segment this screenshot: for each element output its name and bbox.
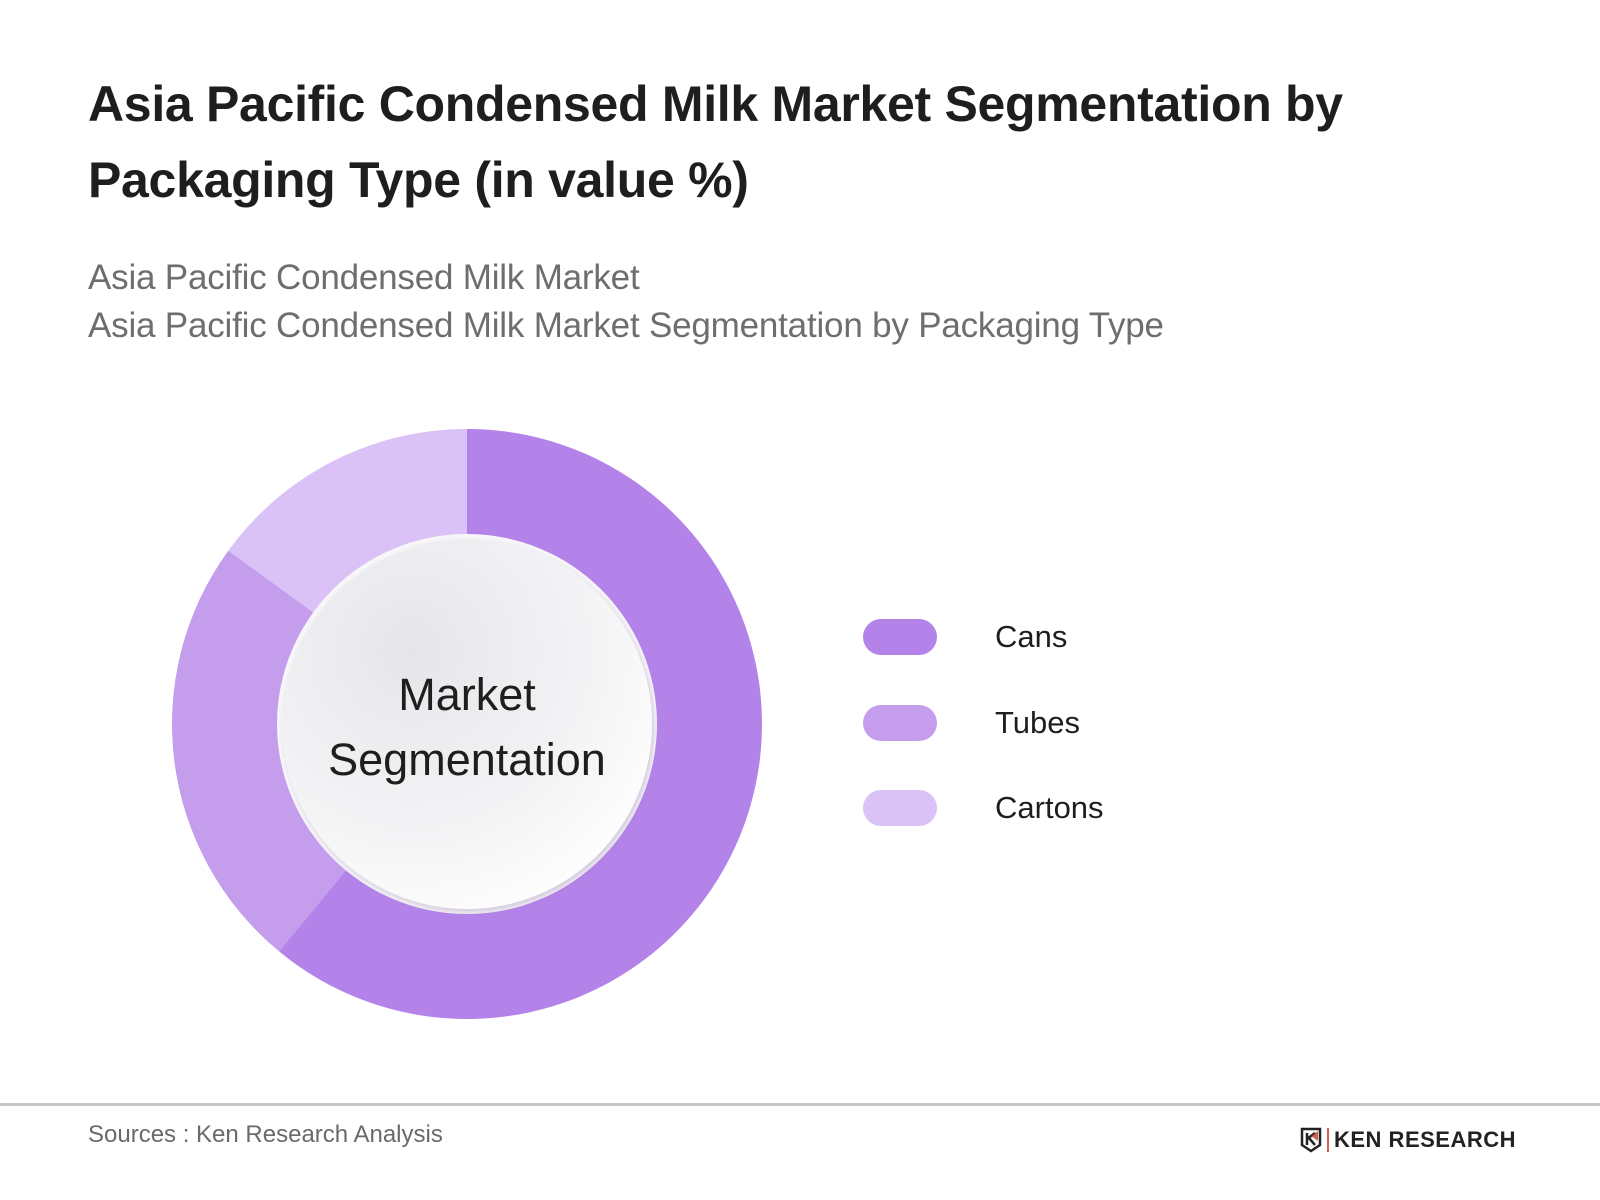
legend-swatch-cartons: [863, 790, 937, 826]
source-note: Sources : Ken Research Analysis: [88, 1121, 443, 1148]
chart-title: Asia Pacific Condensed Milk Market Segme…: [88, 76, 1343, 208]
donut-center-disc: [282, 539, 652, 909]
legend-swatch-cans: [863, 619, 937, 655]
ken-research-logo-icon: [1300, 1127, 1322, 1153]
center-label-line2: Segmentation: [328, 734, 606, 785]
legend-swatch-tubes: [863, 705, 937, 741]
brand-name: KEN RESEARCH: [1334, 1127, 1517, 1152]
chart-subtitle-segmentation: Asia Pacific Condensed Milk Market Segme…: [88, 306, 1164, 345]
legend-item-cartons: Cartons: [863, 788, 1183, 828]
center-label-line1: Market: [398, 669, 536, 720]
legend-label-tubes: Tubes: [995, 705, 1081, 740]
donut-segment-cartons: [228, 429, 467, 619]
donut-segment-cans: [278, 429, 762, 1019]
donut-chart: [172, 429, 762, 1019]
donut-segment-tubes: [172, 550, 353, 952]
legend-label-cartons: Cartons: [995, 790, 1104, 825]
legend-item-tubes: Tubes: [863, 703, 1183, 743]
legend-item-cans: Cans: [863, 617, 1183, 657]
donut-center-label: Market Segmentation: [317, 662, 617, 792]
donut-segments: [172, 429, 762, 1019]
brand-logo: KEN RESEARCH: [1300, 1125, 1516, 1155]
chart-subtitle-market: Asia Pacific Condensed Milk Market: [88, 258, 640, 297]
legend-label-cans: Cans: [995, 619, 1068, 654]
footer-divider: [0, 1103, 1600, 1106]
brand-separator: [1327, 1128, 1329, 1152]
